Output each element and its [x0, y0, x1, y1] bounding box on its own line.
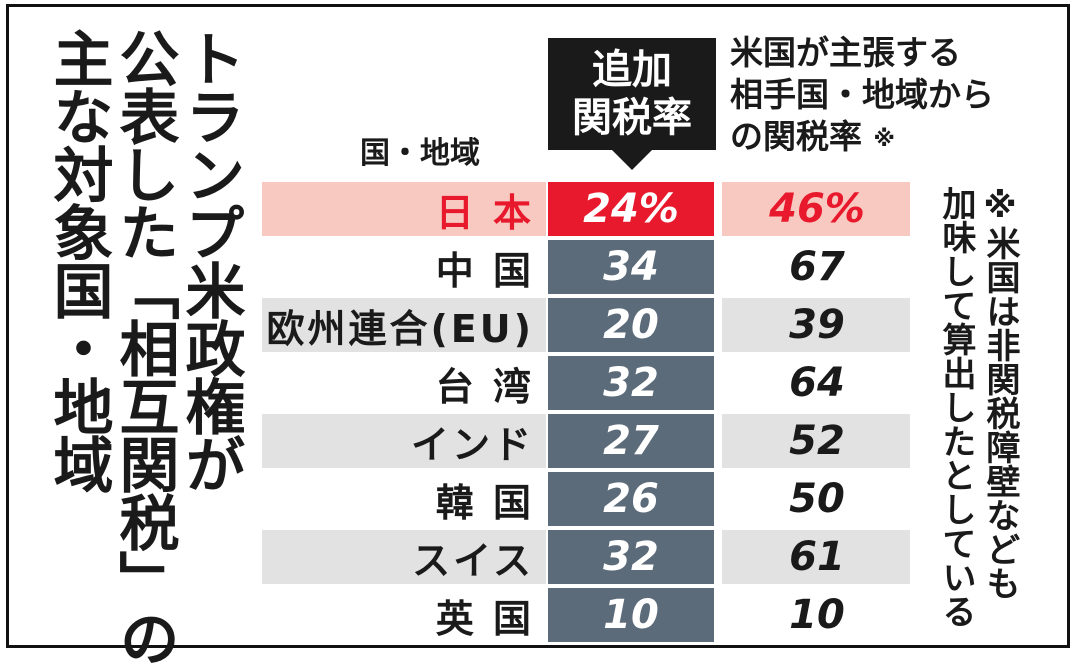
column-header-additional-tariff: 追加 関税率	[548, 38, 716, 150]
additional-tariff-value: 26	[548, 472, 714, 526]
us-claimed-tariff-value: 64	[789, 360, 845, 406]
country-label: スイス	[412, 538, 534, 583]
table-row: 中 国 34 67	[262, 240, 910, 294]
us-claimed-tariff-value: 39	[789, 302, 845, 348]
row-background	[262, 414, 546, 468]
country-label: 英 国	[435, 596, 534, 641]
country-label: 中 国	[435, 248, 534, 293]
additional-tariff-value: 32	[548, 530, 714, 584]
header-pointer-arrow	[610, 148, 654, 170]
additional-tariff-value: 10	[548, 588, 714, 642]
table-row: 日 本 24% 46%	[262, 182, 910, 236]
us-claimed-tariff-value: 50	[789, 476, 845, 522]
country-label: 欧州連合(EU)	[266, 306, 534, 351]
us-claimed-tariff-value: 46%	[769, 186, 865, 232]
row-background	[262, 530, 546, 584]
row-background	[262, 298, 546, 352]
title-line-1: トランプ米政権が	[175, 28, 245, 492]
country-label: 日 本	[435, 190, 534, 235]
us-claimed-tariff-value: 67	[789, 244, 845, 290]
us-claimed-tariff-value: 52	[789, 418, 845, 464]
table-row: 韓 国 26 50	[262, 472, 910, 526]
table-row: 台 湾 32 64	[262, 356, 910, 410]
us-claim-header-text: 米国が主張する 相手国・地域から の関税率	[730, 33, 994, 156]
table-row: スイス 32 61	[262, 530, 910, 584]
row-background	[262, 182, 546, 236]
country-label: 台 湾	[435, 364, 534, 409]
footnote: ※米国は非関税障壁なども 加味して算出したとしている	[936, 186, 1020, 628]
column-header-country: 国・地域	[360, 136, 480, 171]
row-background-right	[722, 298, 910, 352]
additional-tariff-value: 34	[548, 240, 714, 294]
country-label: インド	[410, 422, 534, 467]
row-background-right	[722, 182, 910, 236]
footnote-mark: ※	[873, 127, 895, 152]
title-line-3: 主な対象国・地域	[43, 28, 113, 492]
additional-tariff-value: 32	[548, 356, 714, 410]
additional-tariff-value: 27	[548, 414, 714, 468]
us-claimed-tariff-value: 61	[789, 534, 845, 580]
row-background-right	[722, 530, 910, 584]
column-header-us-claimed-tariff: 米国が主張する 相手国・地域から の関税率 ※	[730, 32, 994, 161]
additional-tariff-value: 24%	[548, 182, 714, 236]
additional-tariff-value: 20	[548, 298, 714, 352]
row-background-right	[722, 414, 910, 468]
us-claimed-tariff-value: 10	[789, 592, 845, 638]
country-label: 韓 国	[435, 480, 534, 525]
table-row: 欧州連合(EU) 20 39	[262, 298, 910, 352]
title-line-2: 公表した「相互関税」の	[109, 28, 179, 666]
table-row: 英 国 10 10	[262, 588, 910, 642]
table-row: インド 27 52	[262, 414, 910, 468]
